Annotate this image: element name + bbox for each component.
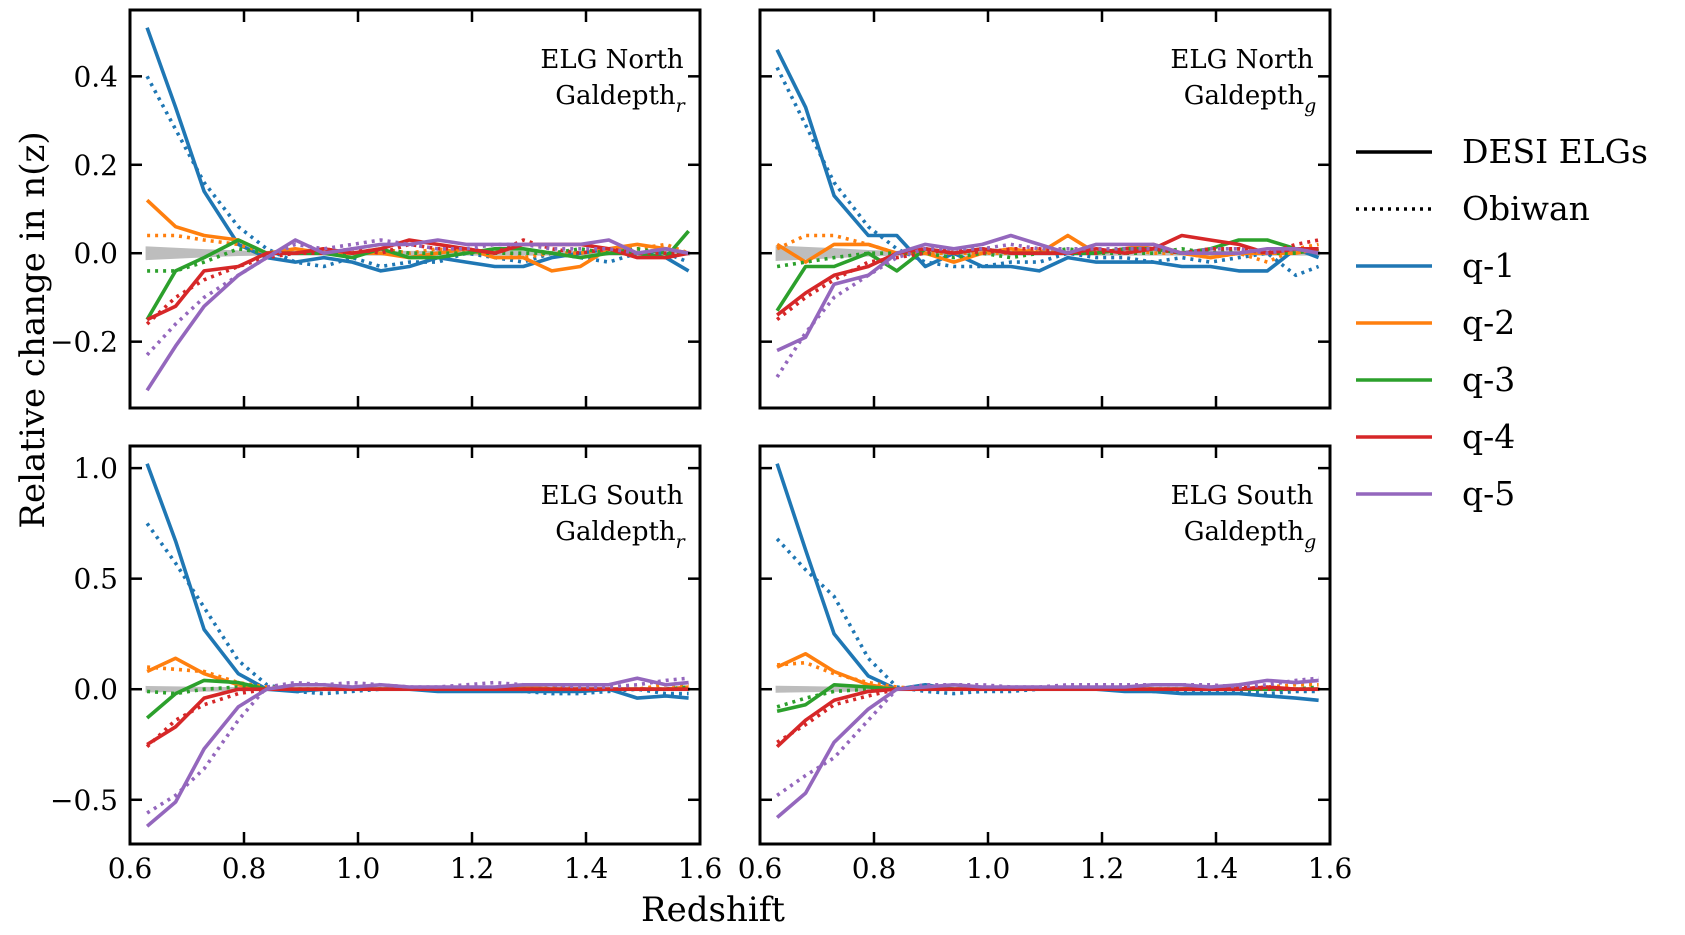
legend-label: q-5 xyxy=(1462,474,1515,513)
series-line-q-4-desi xyxy=(775,233,1319,317)
plot-area xyxy=(775,463,1321,819)
series-line-q-3-desi xyxy=(145,229,690,321)
x-tick-label: 1.0 xyxy=(966,852,1011,885)
x-tick-label: 1.2 xyxy=(450,852,495,885)
axes-frame xyxy=(128,444,702,846)
series-line-q-4-desi xyxy=(775,685,1319,749)
x-tick-label: 1.2 xyxy=(1080,852,1125,885)
x-axis-label: Redshift xyxy=(641,890,785,930)
panel-3: 0.6 0.8 1.0 1.2 1.4 1.6 −0.5 0.0 0.5 1.0 ELG South… xyxy=(50,444,723,885)
series-line-q-5-desi xyxy=(776,233,1319,353)
annotation-subscript: g xyxy=(1304,95,1316,117)
panel-1: −0.2 0.0 0.2 0.4 ELG North Galdepthr xyxy=(50,8,702,410)
series-line-q-3-obiwan xyxy=(147,247,689,273)
series-line-q-5-obiwan xyxy=(775,242,1319,378)
x-tick-label: 0.6 xyxy=(738,852,783,885)
series-line-q-4-desi xyxy=(146,687,689,747)
legend-entry-q-2: q-2 xyxy=(1356,303,1515,342)
y-tick-label: 0.4 xyxy=(73,60,118,93)
annotation-quantity: Galdepth xyxy=(555,517,676,547)
legend-entry-q-4: q-4 xyxy=(1356,417,1515,456)
series-line-q-3-obiwan xyxy=(776,247,1319,269)
axes-frame xyxy=(128,8,702,410)
y-tick-label: 0.2 xyxy=(73,149,118,182)
y-tick-label: 0.0 xyxy=(73,237,118,270)
annotation-quantity: Galdepth xyxy=(1184,517,1305,547)
panel-annotation-title: ELG South xyxy=(541,481,684,511)
y-tick-label: −0.5 xyxy=(50,784,118,817)
series-line-q-1-obiwan xyxy=(145,522,689,696)
series-line-q-5-desi xyxy=(145,676,689,828)
legend-label: Obiwan xyxy=(1462,189,1590,228)
x-tick-label: 1.0 xyxy=(336,852,381,885)
panel-annotation-quantity: Galdepthg xyxy=(1184,517,1317,553)
y-tick-label: 1.0 xyxy=(73,452,118,485)
series-line-q-2-desi xyxy=(145,198,689,273)
legend-entry-q-5: q-5 xyxy=(1356,474,1515,513)
y-axis-label-text: Relative change in n(z) xyxy=(13,131,53,528)
series-line-q-2-obiwan xyxy=(147,233,690,260)
legend: DESI ELGs Obiwan q-1 q-2 q-3 q-4 q-5 xyxy=(1356,132,1648,513)
x-tick-label: 0.6 xyxy=(108,852,153,885)
legend-label: q-2 xyxy=(1462,303,1515,342)
annotation-subscript: g xyxy=(1304,531,1316,553)
legend-label: q-3 xyxy=(1462,360,1515,399)
x-tick-label: 1.6 xyxy=(1308,852,1353,885)
legend-label: q-1 xyxy=(1462,246,1515,285)
x-tick-label: 0.8 xyxy=(222,852,267,885)
x-tick-label: 0.8 xyxy=(852,852,897,885)
series-line-q-1-obiwan xyxy=(145,75,690,269)
panel-annotation-title: ELG North xyxy=(540,45,684,75)
panel-annotation-quantity: Galdepthg xyxy=(1184,81,1317,117)
axes-frame xyxy=(758,444,1332,846)
series-line-q-1-obiwan xyxy=(775,537,1319,696)
x-tick-label: 1.6 xyxy=(678,852,723,885)
plot-area xyxy=(145,27,691,392)
legend-label: DESI ELGs xyxy=(1462,132,1648,171)
annotation-quantity: Galdepth xyxy=(1184,81,1305,111)
panel-annotation-quantity: Galdepthr xyxy=(555,517,686,553)
series-line-q-5-desi xyxy=(145,238,689,392)
series-line-q-5-desi xyxy=(775,678,1319,819)
annotation-subscript: r xyxy=(676,531,687,553)
panel-annotation-title: ELG North xyxy=(1170,45,1314,75)
panel-annotation-title: ELG South xyxy=(1171,481,1314,511)
x-tick-label: 1.4 xyxy=(564,852,609,885)
legend-label: q-4 xyxy=(1462,417,1515,456)
legend-entry-q-3: q-3 xyxy=(1356,360,1515,399)
series-line-q-5-obiwan xyxy=(145,238,689,357)
y-tick-label: 0.5 xyxy=(73,563,118,596)
legend-entry-q-1: q-1 xyxy=(1356,246,1515,285)
annotation-subscript: r xyxy=(676,95,687,117)
panel-annotation-quantity: Galdepthr xyxy=(555,81,686,117)
series-line-q-5-obiwan xyxy=(146,676,689,815)
y-tick-label: −0.2 xyxy=(50,326,118,359)
legend-entry-DESI ELGs: DESI ELGs xyxy=(1356,132,1648,171)
y-axis-label: Relative change in n(z) xyxy=(13,131,53,528)
x-tick-label: 1.4 xyxy=(1194,852,1239,885)
panel-2: ELG North Galdepthg xyxy=(758,8,1332,410)
panel-4: 0.6 0.8 1.0 1.2 1.4 1.6 ELG South Galdepthg xyxy=(738,444,1353,885)
axes-frame xyxy=(758,8,1332,410)
series-line-q-3-obiwan xyxy=(776,685,1319,709)
annotation-quantity: Galdepth xyxy=(555,81,676,111)
y-tick-label: 0.0 xyxy=(73,673,118,706)
series-line-q-1-desi xyxy=(775,49,1320,273)
legend-entry-Obiwan: Obiwan xyxy=(1356,189,1590,228)
series-line-q-4-obiwan xyxy=(775,238,1319,322)
